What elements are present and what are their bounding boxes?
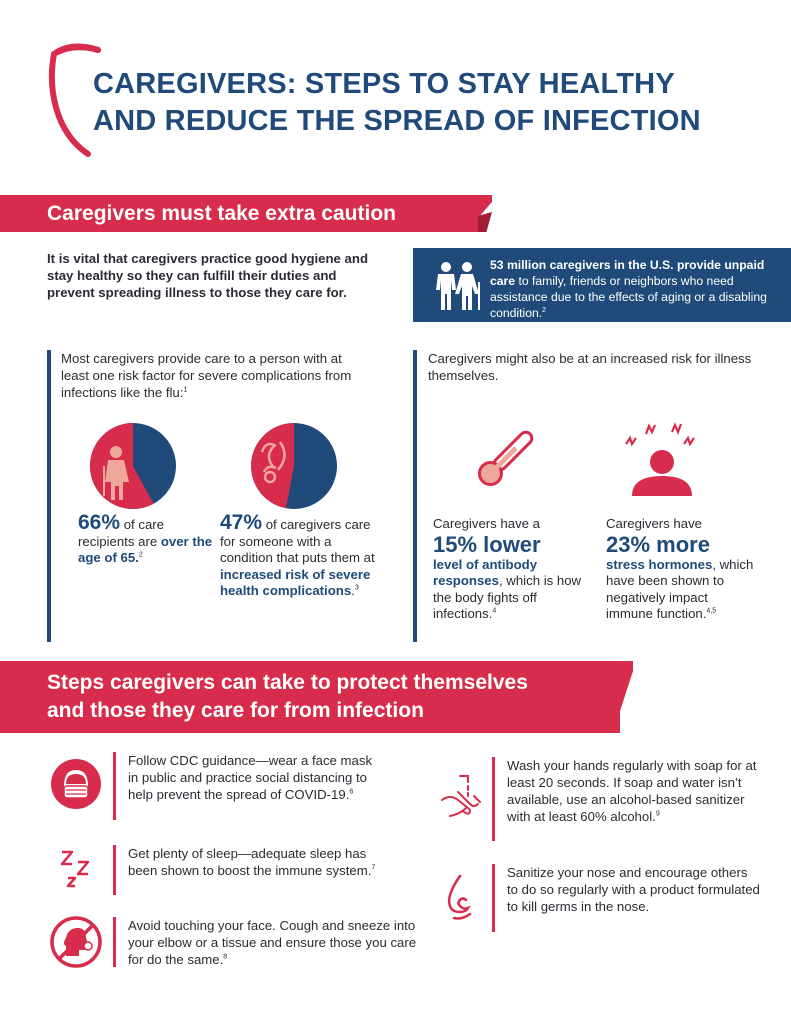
step-5-bar <box>492 864 495 932</box>
section-heading-steps: Steps caregivers can take to protect the… <box>0 661 620 733</box>
nose-icon <box>447 874 472 920</box>
stat-antibody: Caregivers have a 15% lower level of ant… <box>433 516 583 623</box>
step-3-bar <box>113 917 116 967</box>
stat-stress-bold: stress hormones <box>606 556 713 572</box>
statbox-ref: 2 <box>542 306 547 314</box>
step-sleep: Get plenty of sleep—adequate sleep has b… <box>128 845 378 879</box>
step-4-bar <box>492 757 495 841</box>
stat-over-65-bold: over the age of 65. <box>78 533 213 566</box>
caregivers-stat-box: 53 million caregivers in the U.S. provid… <box>413 248 791 322</box>
steps-heading-line-1: Steps caregivers can take to protect the… <box>47 671 528 694</box>
face-mask-icon <box>51 759 101 809</box>
stat-antibody-big: 15% lower <box>433 531 541 557</box>
statbox-text: to family, friends or neighbors who need… <box>490 274 767 320</box>
stat-health-end: . <box>351 583 355 598</box>
page-title: CAREGIVERS: STEPS TO STAY HEALTHY AND RE… <box>93 66 773 140</box>
thermometer-icon <box>477 430 534 487</box>
left-panel-intro: Most caregivers provide care to a person… <box>61 350 361 401</box>
step-no-touch-text: Avoid touching your face. Cough and snee… <box>128 918 417 967</box>
step-wash-ref: 9 <box>655 810 660 818</box>
step-sleep-ref: 7 <box>371 864 376 872</box>
banner-fold-2 <box>620 661 633 711</box>
stat-over-65-ref: 2 <box>138 551 143 559</box>
left-panel-intro-text: Most caregivers provide care to a person… <box>61 351 352 400</box>
statbox-bold: 53 million caregivers in the U.S. provid… <box>490 258 765 288</box>
left-panel-divider <box>47 350 51 642</box>
stat-antibody-pre: Caregivers have a <box>433 516 541 531</box>
step-nose-text: Sanitize your nose and encourage others … <box>507 865 760 914</box>
stat-health-pct: 47% <box>220 511 263 534</box>
stat-stress-pre: Caregivers have <box>606 516 703 531</box>
stat-stress-big: 23% more <box>606 531 710 557</box>
pie-over-65-icon <box>89 422 176 509</box>
shield-logo-icon <box>49 43 101 157</box>
stat-stress: Caregivers have 23% more stress hormones… <box>606 516 756 623</box>
stressed-person-icon <box>625 422 695 496</box>
stat-health-bold: increased risk of severe health complica… <box>220 566 371 599</box>
stat-over-65-text: of care recipients are <box>78 517 165 549</box>
pie-health-condition-icon <box>251 423 337 509</box>
right-panel-divider <box>413 350 417 642</box>
left-panel-intro-ref: 1 <box>183 386 188 394</box>
step-wash: Wash your hands regularly with soap for … <box>507 757 757 825</box>
stat-antibody-bold: level of antibody responses <box>433 556 538 589</box>
step-2-bar <box>113 845 116 895</box>
step-mask-text: Follow CDC guidance—wear a face mask in … <box>128 753 373 802</box>
stat-antibody-text: , which is how the body fights off infec… <box>433 573 582 621</box>
right-panel-intro: Caregivers might also be at an increased… <box>428 351 752 383</box>
stat-stress-text: , which have been shown to negatively im… <box>606 556 754 622</box>
stat-over-65: 66% of care recipients are over the age … <box>78 512 218 567</box>
section-heading-caution: Caregivers must take extra caution <box>0 195 478 232</box>
step-1-bar <box>113 752 116 820</box>
stat-health-ref: 3 <box>354 584 359 592</box>
step-no-touch-ref: 8 <box>223 953 228 961</box>
step-mask-ref: 6 <box>349 788 354 796</box>
step-no-touch: Avoid touching your face. Cough and snee… <box>128 917 418 968</box>
step-nose: Sanitize your nose and encourage others … <box>507 864 762 915</box>
steps-heading-line-2: and those they care for from infection <box>47 699 424 722</box>
step-wash-text: Wash your hands regularly with soap for … <box>507 758 757 824</box>
title-line-2: AND REDUCE THE SPREAD OF INFECTION <box>93 105 701 137</box>
step-sleep-text: Get plenty of sleep—adequate sleep has b… <box>128 846 372 878</box>
stat-health-text: of caregivers care for someone with a co… <box>220 517 375 565</box>
sleep-zzz-icon <box>60 850 90 888</box>
hand-washing-icon <box>441 775 481 817</box>
stat-stress-ref: 4,5 <box>706 607 717 615</box>
elderly-couple-icon <box>436 262 480 310</box>
title-line-1: CAREGIVERS: STEPS TO STAY HEALTHY <box>93 68 675 100</box>
stat-health-condition: 47% of caregivers care for someone with … <box>220 512 380 600</box>
no-touching-face-icon <box>50 916 102 968</box>
intro-text: It is vital that caregivers practice goo… <box>47 251 368 300</box>
stat-antibody-ref: 4 <box>492 607 497 615</box>
step-mask: Follow CDC guidance—wear a face mask in … <box>128 752 378 803</box>
stat-over-65-pct: 66% <box>78 511 121 534</box>
